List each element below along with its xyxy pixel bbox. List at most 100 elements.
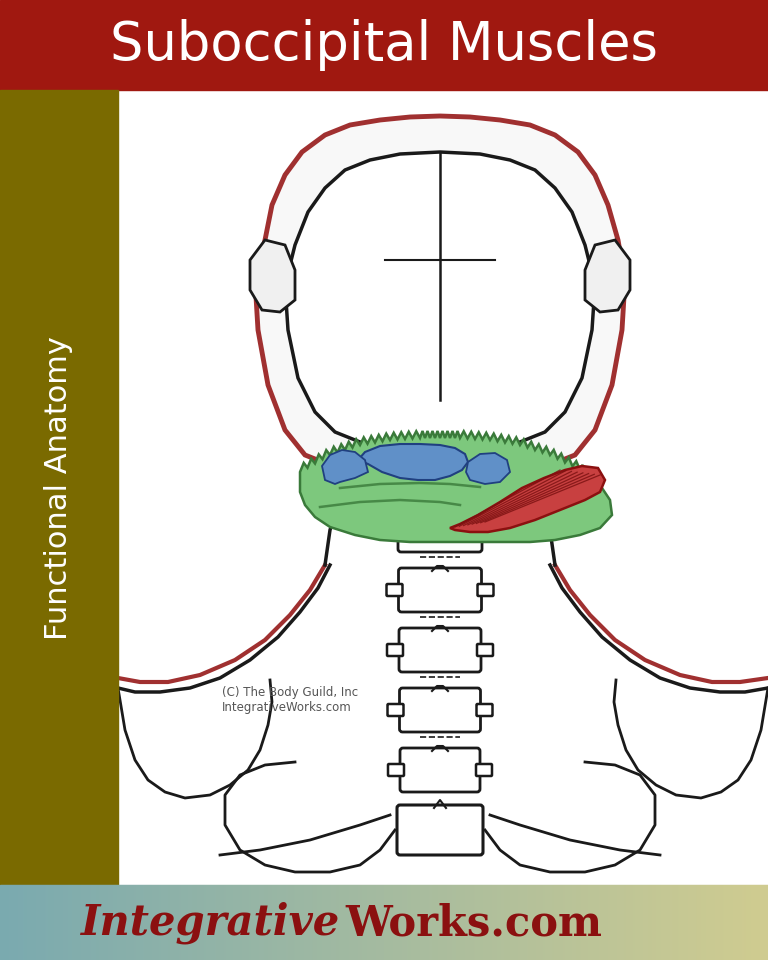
Bar (47, 885, 48, 960)
FancyBboxPatch shape (400, 748, 480, 792)
Bar (752, 885, 753, 960)
Bar (62, 885, 63, 960)
Bar (183, 885, 184, 960)
Bar (439, 885, 440, 960)
Bar (6, 885, 7, 960)
Bar (48, 885, 49, 960)
Bar (357, 885, 358, 960)
Bar (127, 885, 128, 960)
Bar (315, 885, 316, 960)
Bar (469, 885, 470, 960)
Bar (502, 885, 503, 960)
Bar (98, 885, 99, 960)
Bar (664, 885, 665, 960)
Bar (522, 885, 523, 960)
Bar (626, 885, 627, 960)
Bar (79, 885, 80, 960)
Bar (259, 885, 260, 960)
Bar (669, 885, 670, 960)
Bar (124, 885, 125, 960)
Bar (702, 885, 703, 960)
Bar (214, 885, 215, 960)
Bar (280, 885, 281, 960)
Bar (734, 885, 735, 960)
Bar (690, 885, 691, 960)
Bar (138, 885, 139, 960)
Bar (631, 885, 632, 960)
Bar (620, 885, 621, 960)
Bar (92, 885, 93, 960)
Bar (440, 885, 441, 960)
Polygon shape (450, 466, 605, 532)
Bar (53, 885, 54, 960)
Bar (86, 885, 87, 960)
Bar (288, 885, 289, 960)
Bar (377, 885, 378, 960)
Bar (95, 885, 96, 960)
Bar (592, 885, 593, 960)
Bar (365, 885, 366, 960)
Bar (684, 885, 685, 960)
Bar (333, 885, 334, 960)
Bar (445, 885, 446, 960)
Bar (724, 885, 725, 960)
Bar (627, 885, 628, 960)
Bar (331, 885, 332, 960)
Bar (654, 885, 655, 960)
Bar (178, 885, 179, 960)
Bar (356, 885, 357, 960)
Bar (343, 885, 344, 960)
Bar (703, 885, 704, 960)
Bar (120, 885, 121, 960)
Bar (617, 885, 618, 960)
Bar (708, 885, 709, 960)
Bar (195, 885, 196, 960)
Bar (560, 885, 561, 960)
Bar (371, 885, 372, 960)
Bar (536, 885, 537, 960)
Bar (520, 885, 521, 960)
FancyBboxPatch shape (388, 764, 404, 776)
Bar (762, 885, 763, 960)
Bar (75, 885, 76, 960)
FancyBboxPatch shape (388, 704, 403, 716)
Bar (402, 885, 403, 960)
Bar (1, 885, 2, 960)
Bar (614, 885, 615, 960)
Bar (568, 885, 569, 960)
Bar (253, 885, 254, 960)
Bar (204, 885, 205, 960)
Bar (367, 885, 368, 960)
Bar (694, 885, 695, 960)
Bar (399, 885, 400, 960)
Bar (430, 885, 431, 960)
Bar (736, 885, 737, 960)
Bar (618, 885, 619, 960)
Bar (298, 885, 299, 960)
Text: Integrative: Integrative (81, 901, 340, 945)
Bar (487, 885, 488, 960)
Bar (581, 885, 582, 960)
Bar (508, 885, 509, 960)
Bar (267, 885, 268, 960)
FancyBboxPatch shape (386, 524, 402, 536)
Bar (258, 885, 259, 960)
Bar (552, 885, 553, 960)
Bar (763, 885, 764, 960)
Bar (52, 885, 53, 960)
Bar (229, 885, 230, 960)
Bar (709, 885, 710, 960)
Bar (625, 885, 626, 960)
Bar (275, 885, 276, 960)
Bar (360, 885, 361, 960)
Bar (518, 885, 519, 960)
Bar (498, 885, 499, 960)
Bar (172, 885, 173, 960)
Bar (715, 885, 716, 960)
Bar (18, 885, 19, 960)
Bar (521, 885, 522, 960)
Bar (547, 885, 548, 960)
Bar (154, 885, 155, 960)
Bar (590, 885, 591, 960)
Bar (119, 885, 120, 960)
